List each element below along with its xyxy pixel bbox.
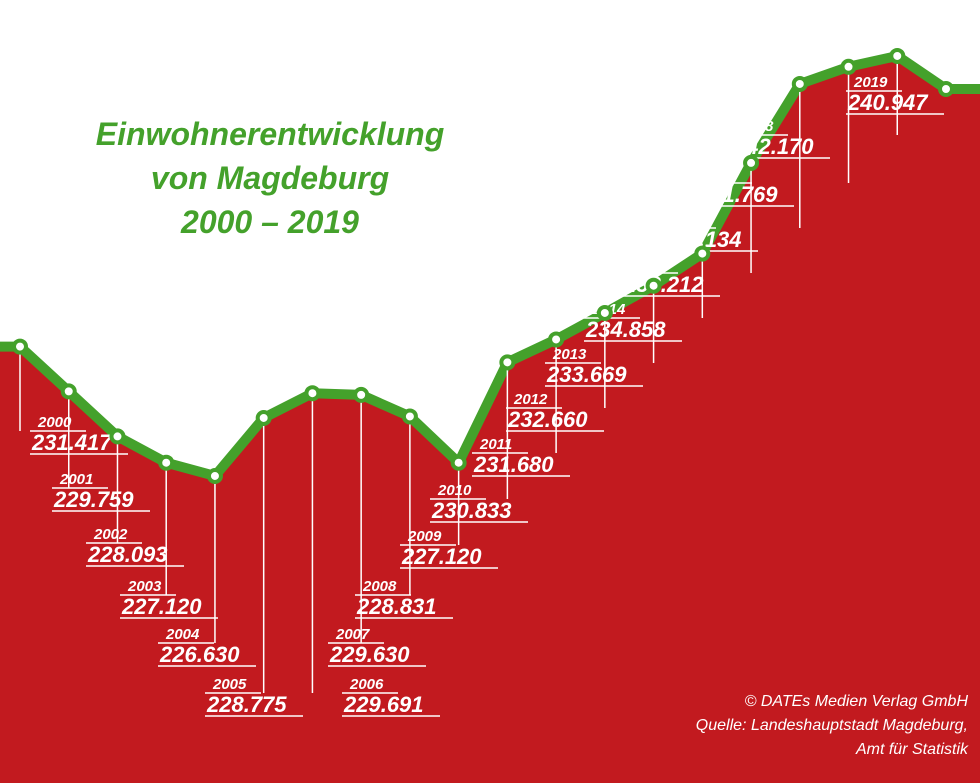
chart-title-line: 2000 – 2019 bbox=[180, 204, 359, 240]
credit-line: © DATEs Medien Verlag GmbH bbox=[745, 693, 969, 710]
data-marker bbox=[209, 470, 221, 482]
value-label: 242.170 bbox=[733, 134, 814, 159]
year-label: 2000 bbox=[37, 414, 72, 431]
data-marker bbox=[550, 333, 562, 345]
data-marker bbox=[14, 341, 26, 353]
year-label: 2006 bbox=[349, 676, 384, 693]
chart-title-line: Einwohnerentwicklung bbox=[96, 116, 444, 152]
value-label: 229.691 bbox=[343, 692, 424, 717]
data-marker bbox=[745, 157, 757, 169]
year-label: 2012 bbox=[513, 391, 548, 408]
data-marker bbox=[111, 430, 123, 442]
value-label: 229.759 bbox=[53, 487, 134, 512]
data-marker bbox=[696, 248, 708, 260]
year-label: 2003 bbox=[127, 578, 162, 595]
year-label: 2019 bbox=[853, 74, 888, 91]
credit-line: Amt für Statistik bbox=[855, 741, 969, 758]
value-label: 234.858 bbox=[585, 317, 666, 342]
credit-line: Quelle: Landeshauptstadt Magdeburg, bbox=[696, 717, 968, 734]
value-label: 232.660 bbox=[507, 407, 588, 432]
value-label: 230.833 bbox=[431, 498, 512, 523]
value-label: 227.120 bbox=[401, 544, 482, 569]
data-marker bbox=[501, 356, 513, 368]
data-marker bbox=[940, 83, 952, 95]
data-marker bbox=[453, 457, 465, 469]
value-label: 229.630 bbox=[329, 642, 410, 667]
year-label: 2004 bbox=[165, 626, 200, 643]
year-label: 2005 bbox=[212, 676, 247, 693]
value-label: 231.417 bbox=[31, 430, 113, 455]
chart-title-line: von Magdeburg bbox=[151, 160, 389, 196]
year-label: 2007 bbox=[335, 626, 370, 643]
year-label: 2016 bbox=[667, 211, 702, 228]
value-label: 226.630 bbox=[159, 642, 240, 667]
data-marker bbox=[599, 307, 611, 319]
infographic-chart: 2000231.4172001229.7592002228.0932003227… bbox=[0, 0, 980, 783]
data-marker bbox=[843, 61, 855, 73]
value-label: 227.120 bbox=[121, 594, 202, 619]
data-marker bbox=[404, 410, 416, 422]
value-label: 228.831 bbox=[356, 594, 437, 619]
data-marker bbox=[306, 387, 318, 399]
year-label: 2008 bbox=[362, 578, 397, 595]
year-label: 2017 bbox=[703, 166, 738, 183]
data-marker bbox=[891, 50, 903, 62]
year-label: 2009 bbox=[407, 528, 442, 545]
area-fill bbox=[0, 56, 980, 783]
year-label: 2002 bbox=[93, 526, 128, 543]
data-marker bbox=[794, 78, 806, 90]
value-label: 240.947 bbox=[847, 90, 929, 115]
value-label: 231.680 bbox=[473, 452, 554, 477]
year-label: 2010 bbox=[437, 482, 472, 499]
value-label: 233.669 bbox=[546, 362, 627, 387]
year-label: 2001 bbox=[59, 471, 93, 488]
year-label: 2015 bbox=[629, 256, 664, 273]
year-label: 2013 bbox=[552, 346, 587, 363]
data-marker bbox=[648, 280, 660, 292]
data-marker bbox=[160, 457, 172, 469]
value-label: 238.212 bbox=[623, 272, 704, 297]
year-label: 2018 bbox=[739, 118, 774, 135]
value-label: 228.775 bbox=[206, 692, 287, 717]
data-marker bbox=[355, 389, 367, 401]
data-marker bbox=[258, 412, 270, 424]
year-label: 2011 bbox=[479, 436, 512, 453]
value-label: 241.769 bbox=[697, 182, 778, 207]
data-marker bbox=[63, 385, 75, 397]
value-label: 228.093 bbox=[87, 542, 168, 567]
